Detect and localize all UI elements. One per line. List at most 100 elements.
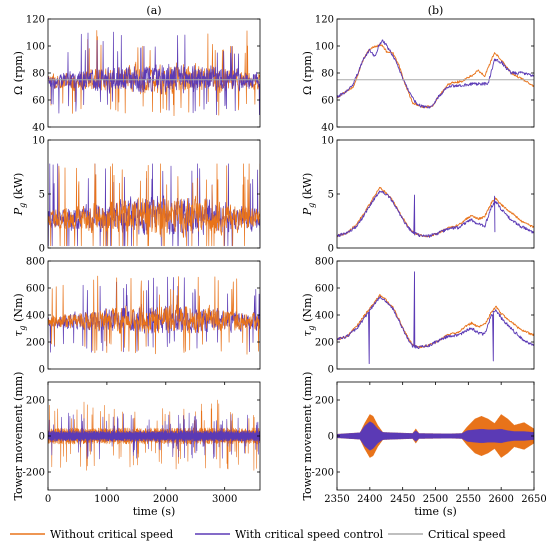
y-axis-label: Ω (rpm) — [12, 51, 25, 95]
y-axis-unit: (mm) — [12, 372, 25, 405]
series-with-critical-speed-control — [48, 163, 260, 247]
series-with-critical-speed-control — [337, 190, 534, 238]
y-axis-label: Tower movement (mm) — [12, 372, 25, 501]
x-tick-label: 2500 — [423, 494, 448, 505]
axes-frame — [336, 18, 535, 128]
axes-frame — [336, 139, 535, 249]
y-tick-label: 600 — [26, 284, 45, 295]
y-tick-label: 10 — [32, 136, 45, 147]
y-axis-unit: (kW) — [12, 173, 25, 203]
plot-area — [48, 275, 260, 355]
y-axis-unit: (rpm) — [12, 51, 25, 86]
x-tick-label: 3000 — [212, 494, 237, 505]
y-tick-label: 80 — [32, 69, 45, 80]
plot-area — [48, 163, 260, 247]
y-tick-label: 5 — [328, 190, 334, 201]
y-axis-unit: (Nm) — [12, 293, 25, 325]
y-axis-symbol: P — [301, 207, 314, 216]
y-tick-label: 80 — [321, 69, 334, 80]
y-tick-label: 5 — [39, 190, 45, 201]
legend-label-critical: Critical speed — [428, 528, 506, 541]
y-axis-symbol: P — [12, 207, 25, 216]
y-tick-label: 100 — [315, 42, 334, 53]
y-tick-label: 120 — [315, 15, 334, 26]
series-without-critical-speed — [48, 275, 260, 355]
x-tick-label: 2650 — [521, 494, 546, 505]
x-tick-label: 0 — [45, 494, 51, 505]
panel-a-pg: 0 5 10 Pg (kW) — [12, 136, 261, 255]
y-axis-symbol: Ω — [301, 86, 314, 95]
panel-b-tg: 0 200 400 600 800 τg (Nm) — [301, 257, 535, 376]
y-axis-symbol: Ω — [12, 86, 25, 95]
y-tick-label: -200 — [23, 468, 45, 479]
y-axis-subscript: g — [307, 203, 316, 208]
y-tick-label: 200 — [26, 338, 45, 349]
y-tick-label: 200 — [26, 396, 45, 407]
series-with-critical-speed-control — [337, 421, 534, 451]
y-tick-label: 10 — [321, 136, 334, 147]
y-tick-label: 200 — [315, 338, 334, 349]
plot-area — [48, 30, 260, 117]
y-tick-label: 120 — [26, 15, 45, 26]
plot-area — [337, 186, 534, 238]
series-with-critical-speed-control — [337, 39, 534, 109]
y-axis-symbol: τ — [301, 330, 314, 337]
y-tick-label: 400 — [315, 311, 334, 322]
y-tick-label: 100 — [26, 42, 45, 53]
legend-label-without: Without critical speed — [50, 528, 173, 541]
x-axis-label: time (s) — [414, 505, 457, 518]
y-axis-unit: (kW) — [301, 173, 314, 203]
x-tick-label: 2450 — [390, 494, 415, 505]
y-tick-label: 60 — [32, 96, 45, 107]
column-title: (a) — [146, 4, 161, 17]
y-axis-symbol: Tower movement — [12, 404, 25, 501]
y-tick-label: 0 — [39, 432, 45, 443]
legend-label-with: With critical speed control — [235, 528, 384, 541]
plot-area — [337, 271, 534, 365]
y-axis-symbol: Tower movement — [301, 404, 314, 501]
y-axis-unit: (rpm) — [301, 51, 314, 86]
series-without-critical-speed — [337, 186, 534, 238]
plot-area — [48, 399, 260, 471]
x-tick-label: 2000 — [153, 494, 178, 505]
y-axis-unit: (Nm) — [301, 293, 314, 325]
series-with-critical-speed-control — [337, 271, 534, 365]
x-tick-label: 2400 — [357, 494, 382, 505]
y-tick-label: 800 — [26, 257, 45, 268]
y-axis-label: Tower movement (mm) — [301, 372, 314, 501]
y-axis-subscript: g — [18, 203, 27, 208]
legend: Without critical speed With critical spee… — [10, 528, 506, 541]
plot-area — [337, 39, 534, 109]
y-tick-label: 200 — [315, 396, 334, 407]
y-tick-label: 40 — [321, 123, 334, 134]
column-title: (b) — [428, 4, 444, 17]
y-tick-label: 0 — [39, 244, 45, 255]
panel-a-tg: 0 200 400 600 800 τg (Nm) — [12, 257, 261, 376]
y-axis-label: Ω (rpm) — [301, 51, 314, 95]
y-tick-label: 0 — [328, 432, 334, 443]
y-tick-label: 60 — [321, 96, 334, 107]
y-axis-subscript: g — [307, 325, 316, 330]
plot-area — [337, 414, 534, 458]
y-tick-label: 600 — [315, 284, 334, 295]
x-tick-label: 2550 — [456, 494, 481, 505]
y-tick-label: 800 — [315, 257, 334, 268]
y-axis-label: Pg (kW) — [301, 173, 316, 217]
series-with-critical-speed-control — [48, 412, 260, 460]
series-without-critical-speed — [48, 399, 260, 471]
y-tick-label: -200 — [312, 468, 334, 479]
series-without-critical-speed — [48, 163, 260, 247]
y-axis-label: τg (Nm) — [301, 293, 316, 336]
panel-b-tower: -200 0 200 2350 2400 2450 2500 2550 2600 2650 time… — [301, 372, 547, 518]
x-tick-label: 2600 — [488, 494, 513, 505]
y-axis-label: τg (Nm) — [12, 293, 27, 336]
y-tick-label: 0 — [328, 244, 334, 255]
y-axis-unit: (mm) — [301, 372, 314, 405]
y-tick-label: 0 — [39, 365, 45, 376]
series-with-critical-speed-control — [48, 31, 260, 116]
y-tick-label: 400 — [26, 311, 45, 322]
y-tick-label: 0 — [328, 365, 334, 376]
x-tick-label: 2350 — [324, 494, 349, 505]
